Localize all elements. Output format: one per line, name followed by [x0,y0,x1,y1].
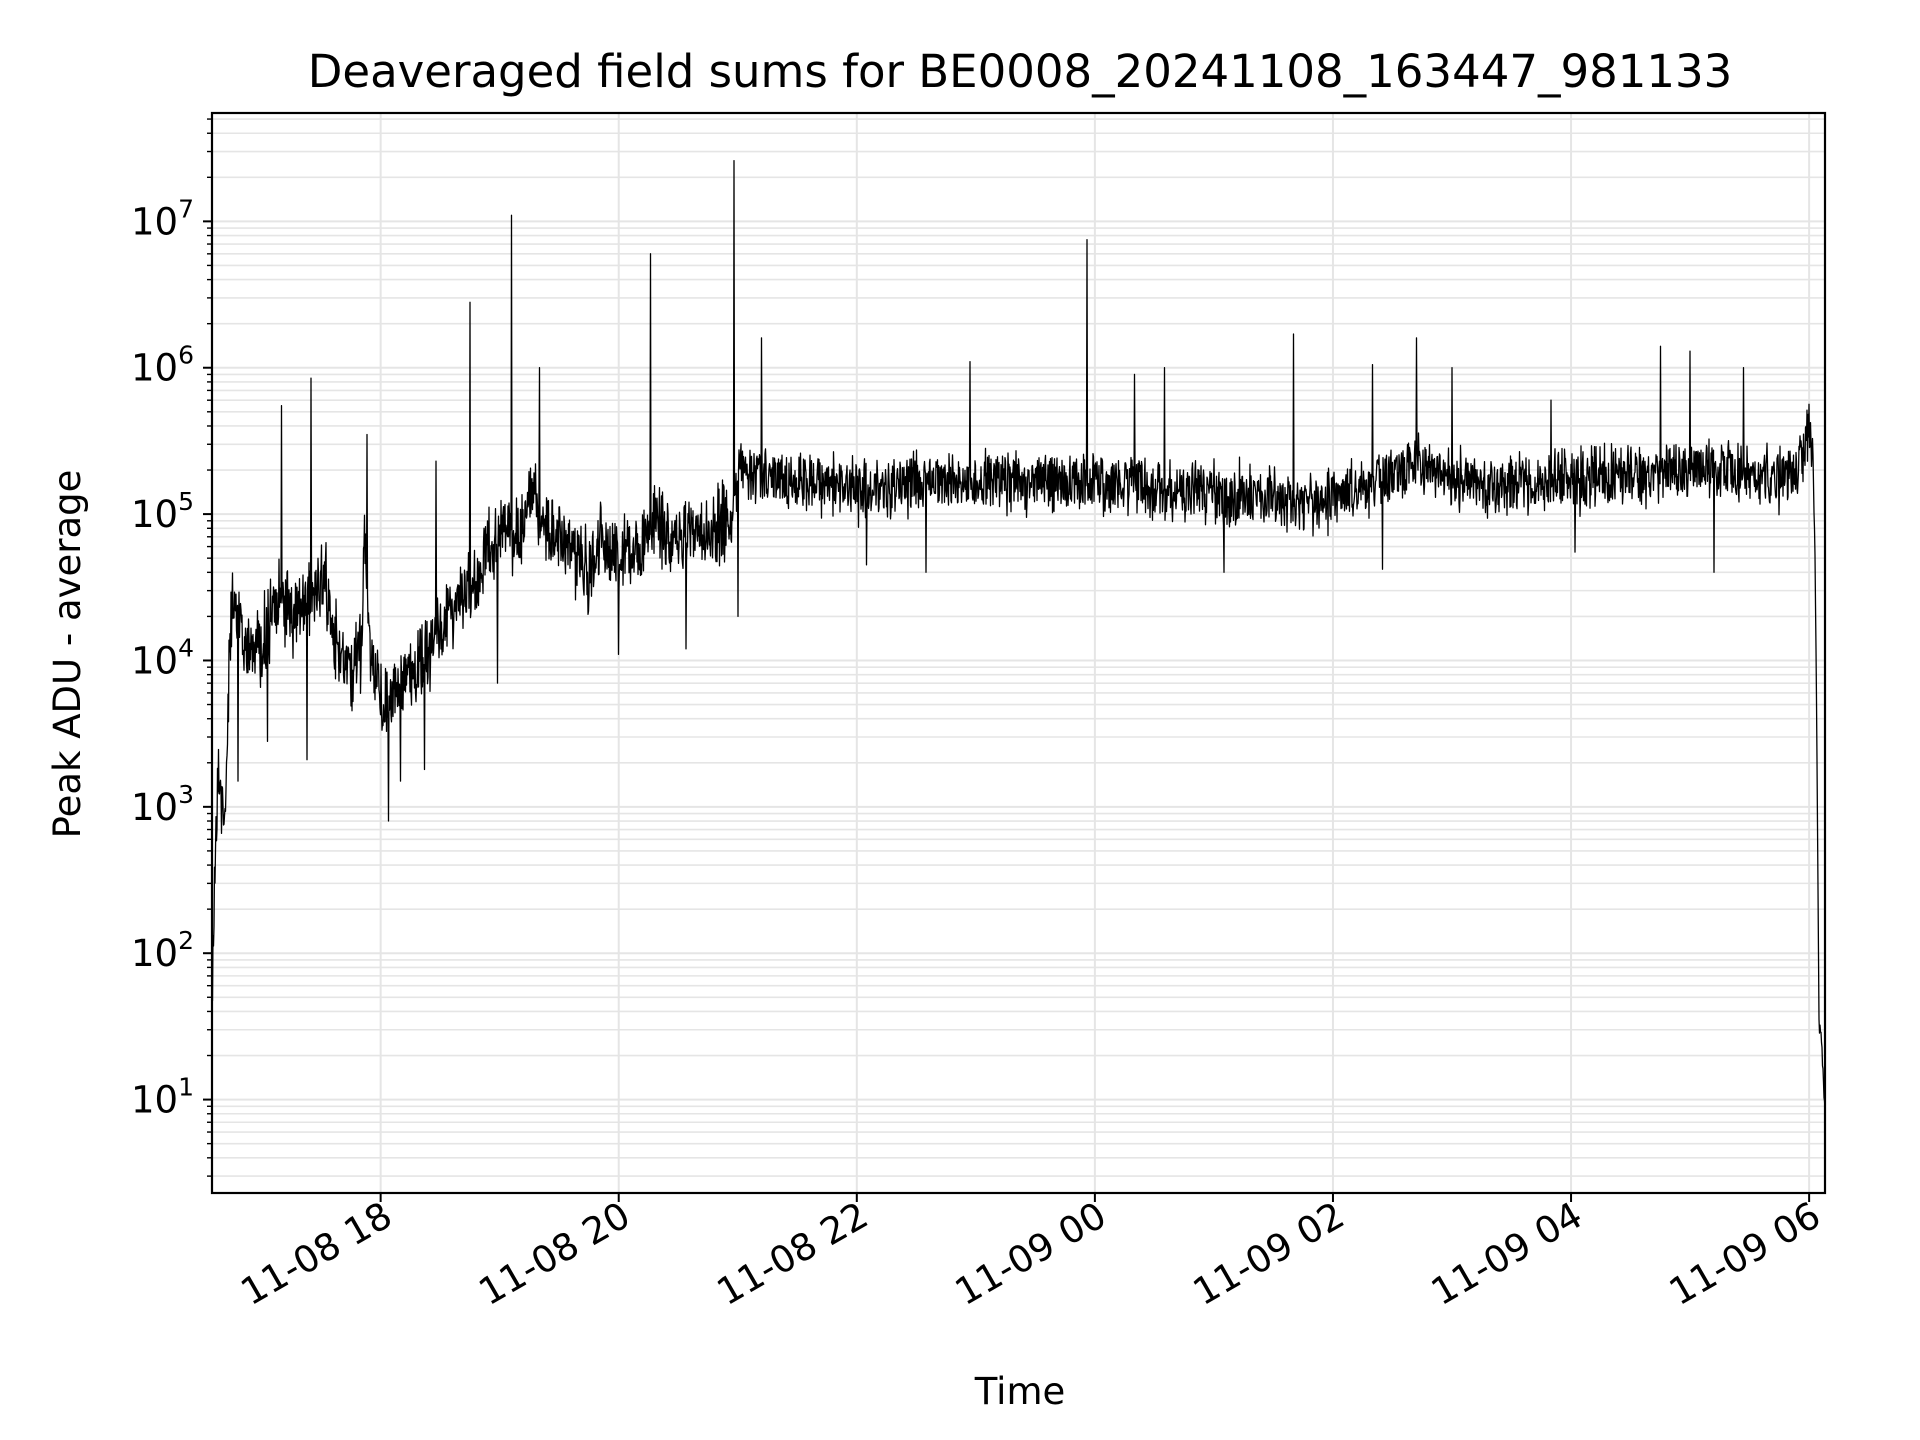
series-line [211,159,1826,1109]
x-axis-label: Time [974,1370,1066,1413]
x-tick-label: 11-09 04 [1424,1194,1590,1314]
plot-area [211,159,1826,1109]
y-tick-label: 105 [131,487,194,536]
x-tick-label: 11-08 18 [234,1194,400,1314]
x-tick-label: 11-09 02 [1186,1194,1352,1314]
y-tick-label: 102 [131,926,194,975]
x-tick-label: 11-08 20 [472,1194,638,1314]
y-tick-label: 103 [131,780,194,829]
axes-frame [210,111,1827,1195]
grid [212,113,1825,1193]
y-tick-label: 101 [131,1073,194,1122]
x-tick-label: 11-09 00 [948,1194,1114,1314]
y-tick-label: 107 [131,194,194,243]
x-tick-label: 11-08 22 [710,1194,876,1314]
x-tick-label: 11-09 06 [1662,1194,1828,1314]
chart-title: Deaveraged field sums for BE0008_2024110… [308,45,1733,98]
y-tick-label: 106 [131,341,194,390]
y-axis-label: Peak ADU - average [46,470,89,839]
y-tick-label: 104 [131,633,194,682]
